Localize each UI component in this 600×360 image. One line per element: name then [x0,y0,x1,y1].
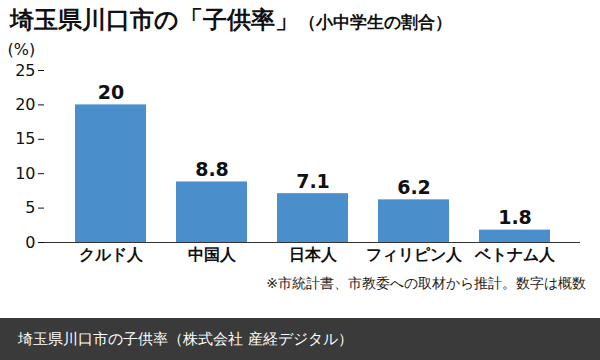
svg-text:20: 20 [98,81,124,103]
svg-text:25: 25 [15,61,35,80]
svg-text:7.1: 7.1 [296,170,330,192]
svg-text:5: 5 [25,198,35,217]
html-text:埼玉県川口市の子供率（株式会社 産経デジタル）: 埼玉県川口市の子供率（株式会社 産経デジタル） [18,330,353,348]
svg-text:20: 20 [15,95,35,114]
svg-text:10: 10 [15,164,35,183]
svg-text:ベトナム人: ベトナム人 [474,245,556,264]
svg-text:15: 15 [15,129,35,148]
html-text:埼玉県川口市の「子供率」（小中学生の割合）: 埼玉県川口市の「子供率」（小中学生の割合） [10,6,452,34]
svg-text:中国人: 中国人 [188,245,237,264]
svg-text:フィリピン人: フィリピン人 [366,245,463,264]
svg-text:6.2: 6.2 [397,176,431,198]
svg-text:日本人: 日本人 [289,245,338,264]
svg-text:クルド人: クルド人 [79,245,144,264]
svg-text:8.8: 8.8 [195,158,229,180]
svg-text:0: 0 [25,233,35,252]
svg-text:(%): (%) [8,40,36,59]
html-text:※市統計書、市教委への取材から推計。数字は概数: ※市統計書、市教委への取材から推計。数字は概数 [266,275,586,291]
svg-text:1.8: 1.8 [498,206,532,228]
